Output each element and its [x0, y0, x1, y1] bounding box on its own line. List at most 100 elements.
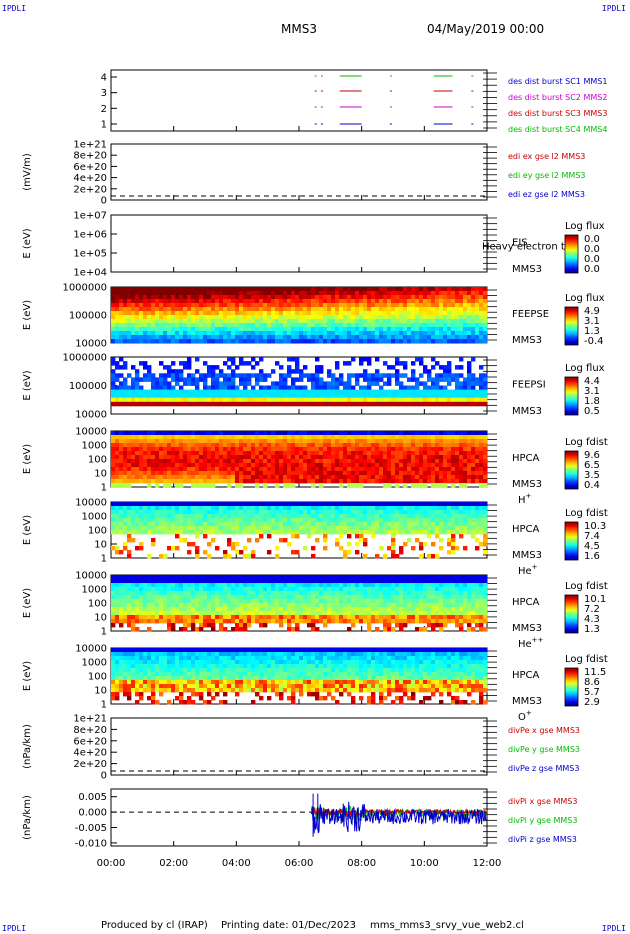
y-axis-label: E (eV) [22, 444, 33, 474]
corner-mark-bottom-left: IPDLI [2, 924, 27, 933]
colorbar-tick-label: 11.5 [584, 667, 606, 678]
y-tick-label: 1000 [82, 585, 107, 596]
legend-entry: edi ey gse l2 MMS3 [508, 171, 586, 180]
y-tick-label: 1 [101, 700, 107, 711]
y-tick-label: 4e+20 [73, 748, 107, 759]
y-tick-label: 1000 [82, 658, 107, 669]
spectrogram-hpca_o [111, 648, 488, 705]
spectrogram-hpca_he [111, 502, 488, 559]
y-tick-label: 1e+05 [73, 249, 107, 260]
legend-entry: divPe y gse MMS3 [508, 745, 580, 754]
corner-mark-top-right: IPDLI [601, 4, 626, 13]
colorbar-tick-label: 3.5 [584, 470, 600, 481]
y-tick-label: 1000000 [62, 353, 107, 364]
colorbar [564, 521, 579, 561]
colorbar-title: Log flux [565, 363, 605, 374]
colorbar-tick-label: 4.4 [584, 376, 600, 387]
y-tick-label: 4e+20 [73, 173, 107, 184]
y-tick-label: 100000 [69, 311, 107, 322]
panel-feepsi: 1000000 100000 10000 E (eV) FEEPSI MMS3 Log fl… [22, 353, 605, 421]
colorbar [564, 234, 579, 274]
y-tick-label: 8e+20 [73, 725, 107, 736]
colorbar-tick-label: 4.3 [584, 614, 600, 625]
spectrogram-hpca_h [111, 431, 488, 488]
spacecraft-label: MMS3 [512, 623, 542, 634]
spectrogram-hpca_hepp [111, 575, 488, 632]
colorbar-title: Log flux [565, 221, 605, 232]
footer-produced: Produced by cl (IRAP) [101, 920, 208, 931]
species-label: He++ [518, 636, 544, 650]
y-tick-label: 10 [94, 686, 107, 697]
species-charge: + [526, 709, 532, 717]
y-tick-label: 0 [101, 771, 107, 782]
legend-entry: des dist burst SC3 MMS3 [508, 109, 607, 118]
colorbar-tick-label: 0.0 [584, 254, 600, 265]
y-tick-label: 100 [88, 455, 107, 466]
y-tick-label: 10000 [75, 427, 107, 438]
instrument-label: FEEPSI [512, 380, 546, 391]
legend-entry: des dist burst SC1 MMS1 [508, 77, 607, 86]
colorbar-tick-label: 7.2 [584, 604, 600, 615]
overlay-label: Heavy electron tof [482, 242, 575, 253]
colorbar-tick-label: 3.1 [584, 316, 600, 327]
spacecraft-label: MMS3 [512, 335, 542, 346]
instrument-label: HPCA [512, 670, 540, 681]
y-tick-label: 1e+21 [73, 714, 107, 725]
legend-entry: divPe x gse MMS3 [508, 726, 580, 735]
legend-entry: edi ex gse l2 MMS3 [508, 152, 585, 161]
colorbar-tick-label: 2.9 [584, 697, 600, 708]
x-tick-label: 00:00 [97, 858, 126, 869]
spacecraft-label: MMS3 [512, 264, 542, 275]
y-tick-label: 10 [94, 469, 107, 480]
colorbar [564, 450, 579, 490]
x-tick-label: 12:00 [473, 858, 502, 869]
x-tick-label: 08:00 [347, 858, 376, 869]
species-label: O+ [518, 709, 532, 723]
y-tick-label: 8e+20 [73, 151, 107, 162]
spacecraft-label: MMS3 [512, 696, 542, 707]
y-tick-label: 1e+07 [73, 211, 107, 222]
y-axis-label: (mV/m) [22, 153, 33, 191]
panel-eis: 1e+07 1e+06 1e+05 1e+04 E (eV) EIS MMS3 Heavy e… [22, 211, 605, 279]
plot-date: 04/May/2019 00:00 [427, 22, 545, 36]
panel-frame [110, 717, 488, 776]
colorbar-tick-label: 0.4 [584, 480, 600, 491]
y-tick-label: 10000 [75, 498, 107, 509]
y-tick-label: 6e+20 [73, 736, 107, 747]
colorbar-tick-label: 6.5 [584, 460, 600, 471]
y-axis-label: E (eV) [22, 228, 33, 258]
y-tick-label: 0.000 [78, 808, 107, 819]
legend-entry: divPi y gse MMS3 [508, 816, 577, 825]
y-tick-label: 1000 [82, 512, 107, 523]
spacecraft-label: MMS3 [512, 479, 542, 490]
y-tick-label: 10000 [75, 339, 107, 350]
y-tick-label: 100 [88, 672, 107, 683]
spacecraft-label: MMS3 [512, 406, 542, 417]
x-tick-label: 04:00 [222, 858, 251, 869]
y-tick-label: 10000 [75, 571, 107, 582]
colorbar-tick-label: 0.0 [584, 244, 600, 255]
y-axis-label: E (eV) [22, 300, 33, 330]
y-tick-label: 1 [101, 120, 107, 131]
panel-burst: 4 3 2 1 des dist burst SC1 MMS1 des dist burs… [101, 69, 607, 134]
colorbar [564, 667, 579, 707]
colorbar-title: Log flux [565, 293, 605, 304]
legend-entry: divPe z gse MMS3 [508, 764, 579, 773]
species-charge: + [532, 563, 538, 571]
legend-entry: des dist burst SC2 MMS2 [508, 93, 607, 102]
instrument-label: EIS [512, 238, 528, 249]
y-axis-label: E (eV) [22, 661, 33, 691]
colorbar-tick-label: 9.6 [584, 450, 600, 461]
y-tick-label: 100000 [69, 381, 107, 392]
y-tick-label: 1e+04 [73, 268, 107, 279]
colorbar [564, 376, 579, 416]
footer-printing-date: Printing date: 01/Dec/2023 [221, 920, 357, 931]
colorbar-tick-label: 1.8 [584, 396, 600, 407]
y-tick-label: 0 [101, 196, 107, 207]
colorbar-title: Log fdist [565, 654, 608, 665]
y-tick-label: 100 [88, 526, 107, 537]
colorbar-tick-label: 10.3 [584, 521, 606, 532]
spacecraft-label: MMS3 [512, 550, 542, 561]
